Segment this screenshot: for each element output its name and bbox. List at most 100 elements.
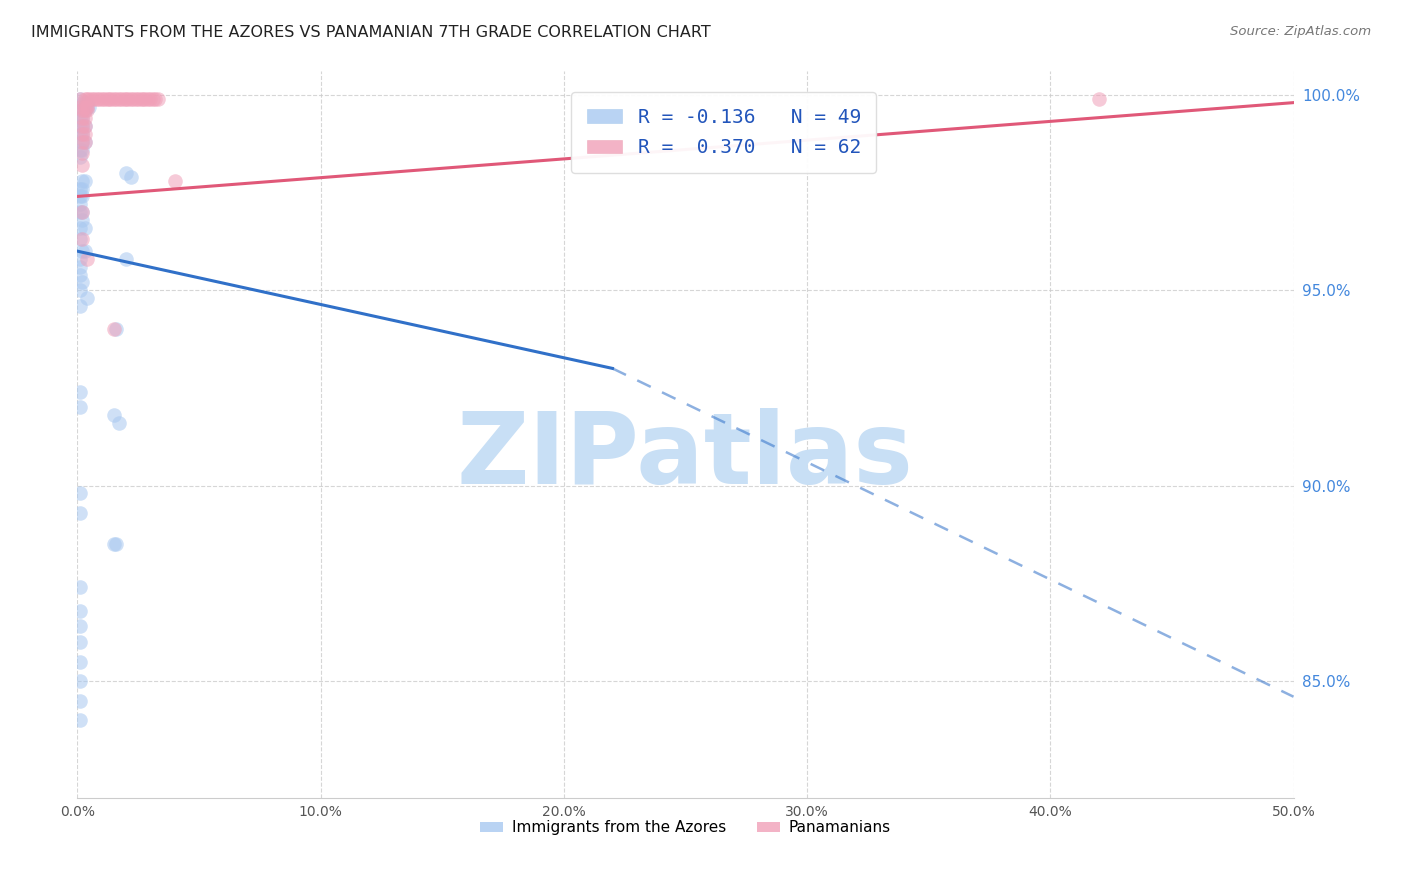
Point [70, 119, 93, 133]
Point [90, 92, 112, 106]
Point [115, 252, 138, 266]
Point [69, 150, 91, 164]
Point [70, 135, 93, 149]
Point [73, 244, 96, 259]
Point [139, 92, 162, 106]
Point [110, 92, 132, 106]
Point [103, 537, 125, 551]
Point [69, 713, 91, 727]
Point [69, 401, 91, 415]
Point [70, 244, 93, 259]
Point [70, 232, 93, 246]
Point [70, 205, 93, 219]
Point [73, 220, 96, 235]
Point [73, 119, 96, 133]
Point [100, 92, 122, 106]
Point [70, 143, 93, 157]
Point [70, 135, 93, 149]
Point [107, 416, 129, 430]
Point [73, 127, 96, 141]
Point [103, 322, 125, 336]
Text: ZIPatlas: ZIPatlas [457, 409, 914, 505]
Point [69, 260, 91, 274]
Point [76, 103, 98, 118]
Point [69, 220, 91, 235]
Point [70, 95, 93, 110]
Point [76, 252, 98, 266]
Point [69, 119, 91, 133]
Point [70, 181, 93, 195]
Point [120, 92, 142, 106]
Point [73, 135, 96, 149]
Point [69, 674, 91, 689]
Point [122, 92, 145, 106]
Point [69, 127, 91, 141]
Point [1088, 92, 1111, 106]
Point [70, 213, 93, 227]
Point [136, 92, 159, 106]
Point [69, 189, 91, 203]
Point [143, 92, 166, 106]
Point [70, 276, 93, 290]
Point [125, 92, 148, 106]
Point [80, 92, 103, 106]
Point [69, 693, 91, 707]
Point [69, 112, 91, 126]
Point [107, 92, 129, 106]
Point [112, 92, 135, 106]
Point [69, 299, 91, 313]
Point [79, 99, 101, 113]
Point [105, 92, 128, 106]
Point [69, 619, 91, 633]
Point [69, 580, 91, 594]
Text: Source: ZipAtlas.com: Source: ZipAtlas.com [1230, 25, 1371, 38]
Point [69, 99, 91, 113]
Point [96, 92, 118, 106]
Point [73, 92, 96, 106]
Point [70, 127, 93, 141]
Point [97, 92, 120, 106]
Point [129, 92, 152, 106]
Point [70, 112, 93, 126]
Point [89, 92, 111, 106]
Point [73, 103, 96, 118]
Point [69, 92, 91, 106]
Point [73, 99, 96, 113]
Point [115, 166, 138, 180]
Point [73, 103, 96, 118]
Point [79, 92, 101, 106]
Point [70, 158, 93, 172]
Point [134, 92, 156, 106]
Point [76, 99, 98, 113]
Point [142, 92, 165, 106]
Point [69, 506, 91, 520]
Point [70, 146, 93, 161]
Point [120, 169, 142, 184]
Point [69, 181, 91, 195]
Point [76, 291, 98, 305]
Point [69, 384, 91, 399]
Point [69, 143, 91, 157]
Point [70, 189, 93, 203]
Point [132, 92, 155, 106]
Point [69, 655, 91, 669]
Point [69, 92, 91, 106]
Point [69, 197, 91, 211]
Point [70, 119, 93, 133]
Point [76, 92, 98, 106]
Point [76, 95, 98, 110]
Point [69, 232, 91, 246]
Point [73, 135, 96, 149]
Point [103, 409, 125, 423]
Point [70, 174, 93, 188]
Point [70, 103, 93, 118]
Point [69, 486, 91, 500]
Point [73, 112, 96, 126]
Point [69, 103, 91, 118]
Point [127, 92, 149, 106]
Point [70, 103, 93, 118]
Point [105, 322, 128, 336]
Point [69, 604, 91, 618]
Point [69, 252, 91, 266]
Point [93, 92, 115, 106]
